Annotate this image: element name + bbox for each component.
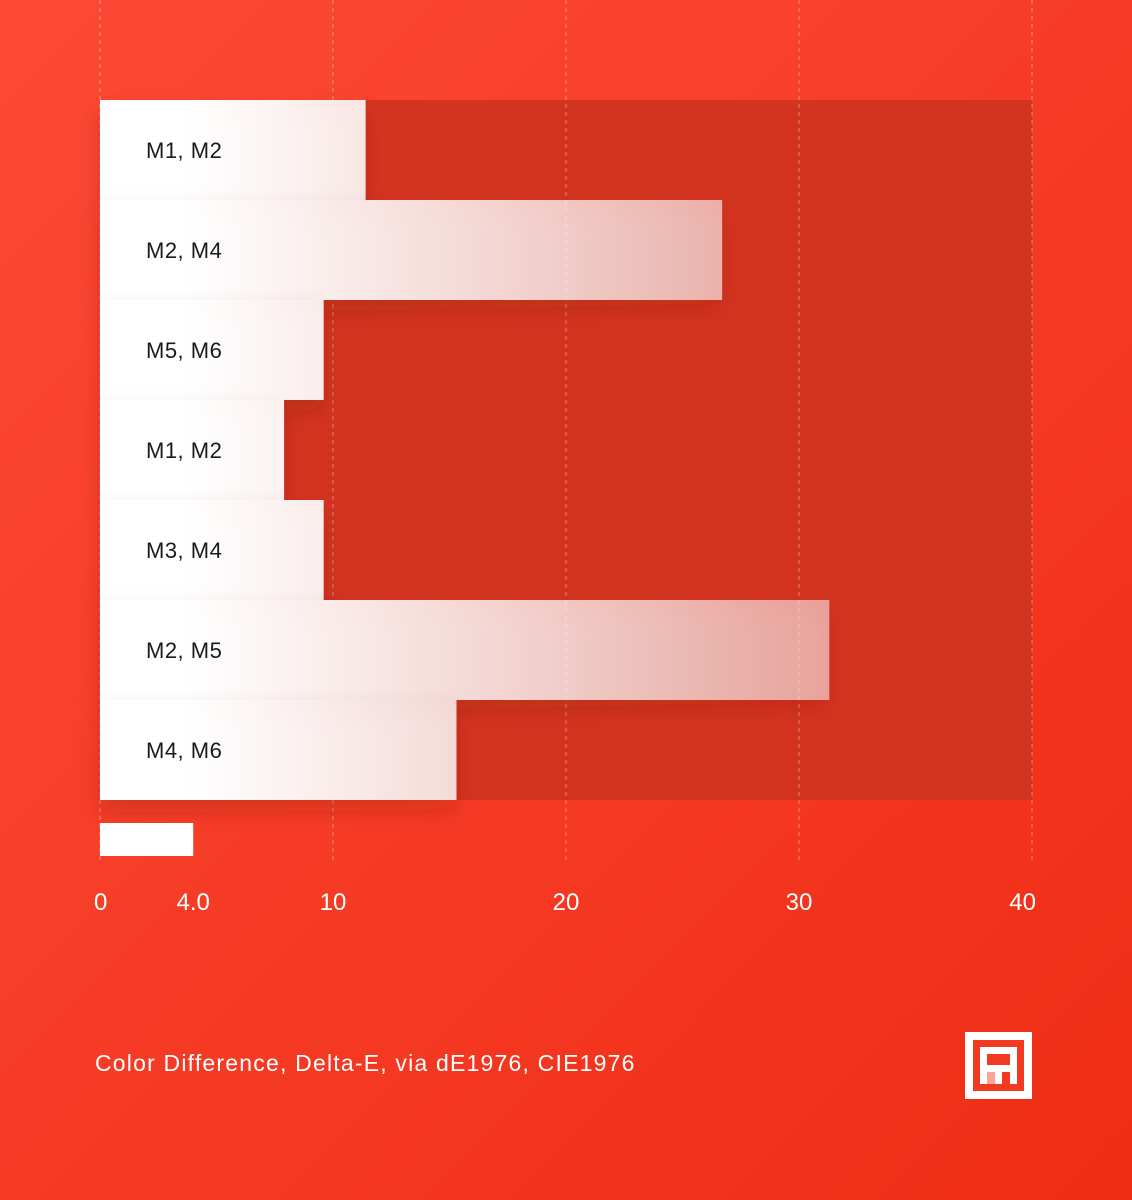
category-label-6: M4, M6 xyxy=(146,738,222,763)
x-tick-label-1: 10 xyxy=(320,889,347,916)
x-tick-label-4: 40 xyxy=(1009,889,1036,916)
bar-3 xyxy=(100,400,285,500)
x-tick-label-2: 20 xyxy=(553,889,580,916)
reference-label: 4.0 xyxy=(177,889,210,916)
category-label-4: M3, M4 xyxy=(146,538,222,563)
category-label-0: M1, M2 xyxy=(146,138,222,163)
bar-0 xyxy=(100,100,366,200)
category-label-1: M2, M4 xyxy=(146,238,222,263)
category-labels: M1, M2 M2, M4 M5, M6 M1, M2 M3, M4 M2, M5 M4, … xyxy=(146,138,222,763)
bar-6 xyxy=(100,700,457,800)
bar-4 xyxy=(100,500,324,600)
bar-1 xyxy=(100,200,723,300)
bars xyxy=(100,100,830,800)
category-label-2: M5, M6 xyxy=(146,338,222,363)
brand-logo-icon xyxy=(965,1032,1032,1099)
reference-bar xyxy=(100,823,194,856)
bar-2 xyxy=(100,300,324,400)
x-axis: 0 10 20 30 40 4.0 xyxy=(94,823,1036,916)
category-label-5: M2, M5 xyxy=(146,638,222,663)
x-tick-label-0: 0 xyxy=(94,889,107,916)
x-axis-title: Color Difference, Delta-E, via dE1976, C… xyxy=(95,1050,636,1076)
x-tick-label-3: 30 xyxy=(786,889,813,916)
category-label-3: M1, M2 xyxy=(146,438,222,463)
bar-5 xyxy=(100,600,830,700)
